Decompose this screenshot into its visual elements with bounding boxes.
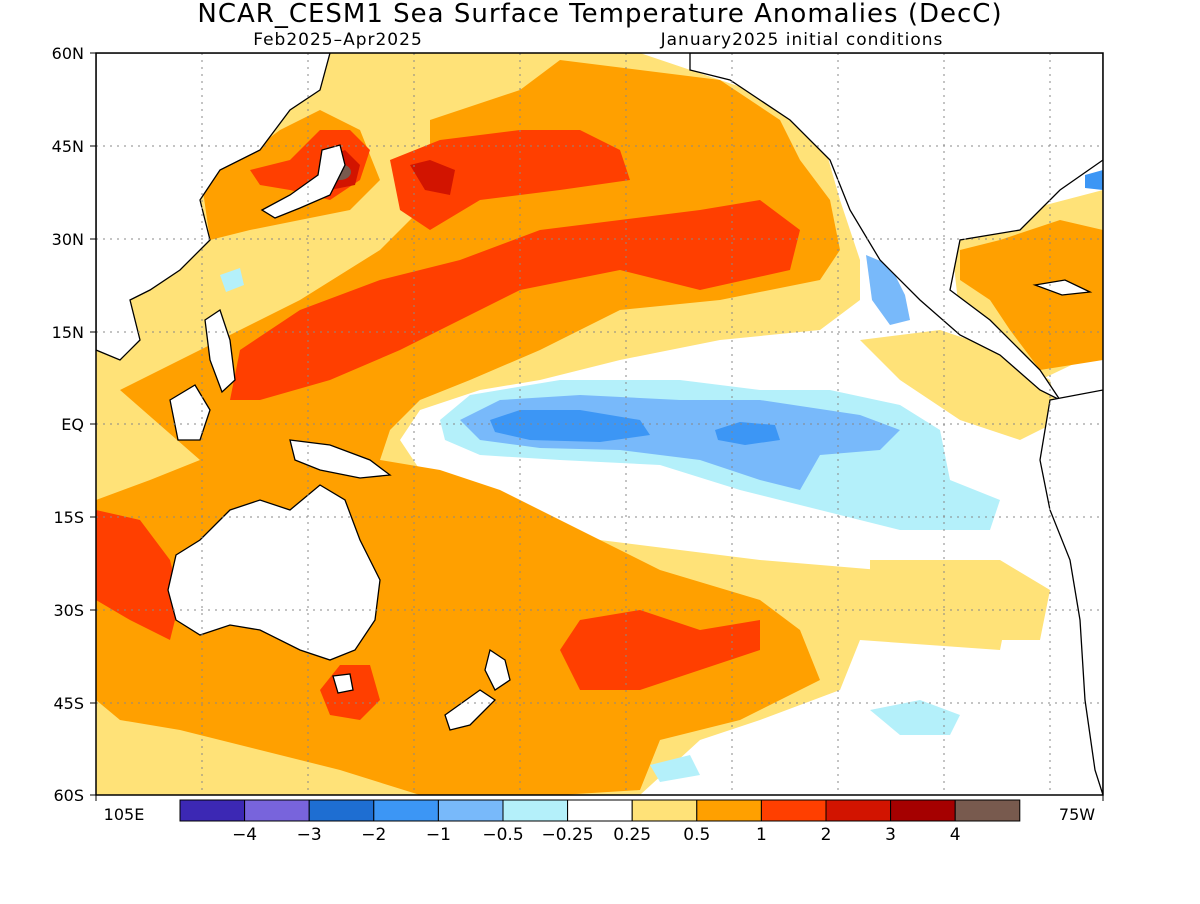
latitude-axis: 60N 45N 30N 15N EQ 15S 30S 45S 60S [52,44,96,805]
forecast-period: Feb2025–Apr2025 [253,30,423,50]
longitude-axis: 105E 75W [95,795,1104,824]
colorbar-label: −2 [361,825,386,845]
map-title: NCAR_CESM1 Sea Surface Temperature Anoma… [197,0,1002,29]
lon-label-left: 105E [104,805,145,824]
extreme-warm-core [410,160,455,195]
cool-baja [866,255,910,325]
anomaly-map [96,53,1103,795]
lat-lon-grid [96,53,1103,795]
japan-outline [260,144,346,219]
colorbar-swatch [696,799,762,822]
strong-cool-core [490,410,650,442]
colorbar-swatch [244,799,310,822]
colorbar-swatch [890,799,956,822]
colorbar-label: 4 [950,825,961,845]
colorbar-label: 2 [821,825,832,845]
colorbar-swatch [308,799,375,822]
land-masses [96,53,1103,795]
colorbar-swatch [373,799,439,822]
colorbar-swatch [954,799,1021,822]
colorbar-swatch [825,799,892,822]
colorbar-label: 0.25 [613,825,651,845]
colorbar-label: 0.5 [683,825,710,845]
asia-mainland-outline [96,53,331,361]
weak-cool-west [220,268,244,292]
colorbar: −4 −3 −2 −1 −0.5 −0.25 0.25 0.5 1 2 3 4 [179,799,1021,845]
borneo-outline [169,384,211,441]
lat-label: EQ [61,415,84,434]
colorbar-swatch [567,799,633,822]
colorbar-label: −4 [232,825,257,845]
colorbar-swatch [437,799,504,822]
new-guinea-outline [289,439,392,479]
australia-outline [167,484,381,661]
philippines-outline [204,308,236,394]
lat-label: 15N [52,323,84,342]
colorbar-label: −0.5 [482,825,523,845]
lat-label: 45N [52,137,84,156]
colorbar-swatch [631,799,698,822]
colorbar-swatch [760,799,827,822]
colorbar-label: −1 [426,825,451,845]
colorbar-swatch [502,799,569,822]
colorbar-swatch [179,799,246,822]
initial-conditions: January2025 initial conditions [660,30,944,50]
lat-label: 30S [53,601,84,620]
colorbar-label: −3 [297,825,322,845]
weak-cool-southern-ocean [650,755,700,782]
new-zealand-south-outline [444,689,497,731]
cuba-outline [1032,279,1093,296]
lat-label: 30N [52,230,84,249]
colorbar-label: −0.25 [542,825,594,845]
lon-label-right: 75W [1059,805,1095,824]
strong-cool-core-east [715,422,780,445]
lat-label: 60N [52,44,84,63]
new-zealand-north-outline [484,648,511,691]
lat-label: 60S [53,786,84,805]
south-america-outline [1039,389,1103,795]
weak-cool-south [870,700,960,735]
lat-label: 15S [53,508,84,527]
tasmania-outline [332,673,354,694]
lat-label: 45S [53,694,84,713]
cool-atlantic [1085,170,1103,190]
cool-anomaly-regions [220,170,1103,782]
colorbar-label: 3 [885,825,896,845]
north-america-outline [689,53,1103,402]
colorbar-label: 1 [756,825,767,845]
